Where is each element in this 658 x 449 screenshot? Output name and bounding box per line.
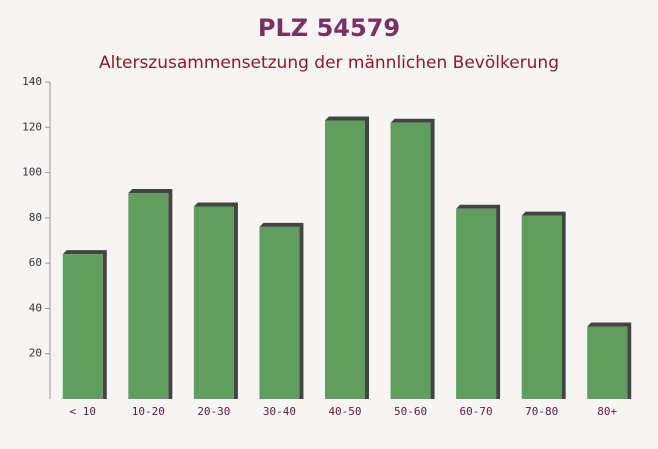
y-tick-label: 20 xyxy=(29,347,42,360)
y-tick-label: 40 xyxy=(29,301,42,314)
bar xyxy=(587,326,628,399)
x-tick-label: < 10 xyxy=(70,405,97,418)
x-tick-label: 20-30 xyxy=(197,405,230,418)
y-tick-label: 60 xyxy=(29,256,42,269)
bar xyxy=(193,206,234,399)
x-tick-label: 10-20 xyxy=(132,405,165,418)
y-tick-label: 100 xyxy=(22,166,42,179)
y-tick-label: 120 xyxy=(22,120,42,133)
x-tick-label: 50-60 xyxy=(394,405,427,418)
bar xyxy=(325,120,365,399)
bar xyxy=(62,254,103,399)
chart-title: PLZ 54579 xyxy=(258,14,400,42)
bar xyxy=(390,122,431,399)
x-tick-label: 80+ xyxy=(597,405,617,418)
bar xyxy=(521,215,562,399)
x-tick-label: 60-70 xyxy=(460,405,493,418)
x-tick-label: 40-50 xyxy=(328,405,361,418)
y-tick-label: 140 xyxy=(22,75,42,88)
chart-subtitle: Alterszusammensetzung der männlichen Bev… xyxy=(99,53,559,73)
y-tick-label: 80 xyxy=(29,211,42,224)
x-tick-label: 70-80 xyxy=(525,405,558,418)
bar xyxy=(259,226,300,399)
bar xyxy=(128,192,169,399)
x-tick-label: 30-40 xyxy=(263,405,296,418)
bar xyxy=(456,208,497,399)
